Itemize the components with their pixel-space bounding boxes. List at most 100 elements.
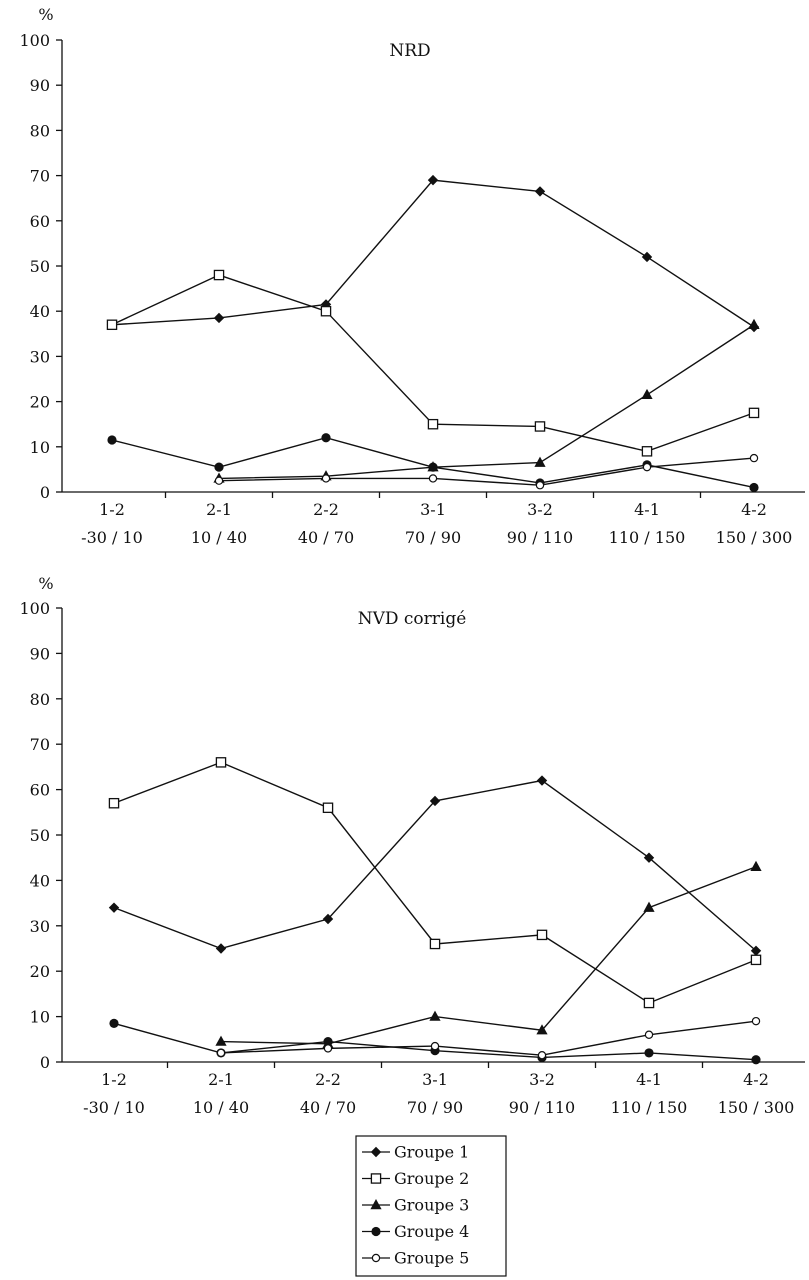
- data-point: [321, 433, 331, 443]
- x-tick-label: 3-1: [422, 1070, 448, 1089]
- x-tick-label: 4-1: [636, 1070, 662, 1089]
- legend-marker: [370, 1146, 382, 1158]
- data-point: [643, 901, 655, 912]
- y-tick-label: 60: [30, 781, 50, 800]
- x-tick-label: 1-2: [99, 500, 125, 519]
- y-tick-label: 90: [30, 76, 50, 95]
- data-point: [641, 251, 653, 263]
- y-axis-unit-label: %: [38, 5, 53, 24]
- data-point: [750, 945, 762, 956]
- data-point: [427, 418, 439, 430]
- data-point: [748, 318, 760, 329]
- legend-label: Groupe 4: [394, 1222, 469, 1241]
- data-point: [748, 407, 760, 419]
- series-line: [218, 457, 755, 486]
- x-tick-range-label: 40 / 70: [298, 528, 354, 547]
- x-tick-label: 4-2: [741, 500, 767, 519]
- data-point: [749, 453, 759, 463]
- data-point: [107, 435, 117, 445]
- data-point: [213, 312, 225, 324]
- x-tick-label: 2-2: [315, 1070, 341, 1089]
- data-point: [537, 1050, 547, 1060]
- data-point: [751, 1016, 761, 1026]
- data-point: [534, 456, 546, 467]
- data-point: [430, 1041, 440, 1051]
- series-line: [218, 324, 755, 480]
- data-point: [643, 852, 655, 863]
- x-tick-range-label: 10 / 40: [193, 1098, 249, 1117]
- legend-box: [355, 1135, 507, 1277]
- data-point: [323, 1044, 333, 1053]
- legend-entry: Groupe 2: [362, 1169, 469, 1188]
- data-point: [750, 860, 762, 871]
- series-groupe-5: [214, 453, 759, 490]
- data-point: [536, 1024, 548, 1035]
- legend-label: Groupe 1: [394, 1143, 469, 1162]
- y-tick-label: 10: [30, 1008, 50, 1027]
- series-groupe-4: [107, 433, 759, 493]
- legend-marker: [371, 1253, 381, 1263]
- data-point: [644, 1030, 654, 1039]
- data-point: [641, 388, 653, 400]
- legend-entry: Groupe 4: [362, 1222, 469, 1241]
- data-point: [214, 462, 224, 472]
- data-point: [216, 1048, 226, 1058]
- chart-2: 0 10 20 30 40 50 60 70 80 90 100 1-2 -30 / 10 2-1 10 /…: [19, 574, 805, 1117]
- data-point: [322, 802, 334, 814]
- legend-entry: Groupe 3: [362, 1196, 469, 1215]
- y-tick-label: 0: [40, 483, 50, 502]
- x-tick-range-label: 70 / 90: [405, 528, 461, 547]
- x-tick-label: 2-2: [313, 500, 339, 519]
- data-point: [428, 474, 438, 483]
- y-tick-label: 100: [19, 599, 50, 618]
- x-tick-range-label: 90 / 110: [507, 528, 573, 547]
- x-tick-range-label: 90 / 110: [509, 1098, 575, 1117]
- data-point: [643, 997, 655, 1009]
- x-tick-label: 3-2: [529, 1070, 555, 1089]
- x-tick-range-label: 150 / 300: [716, 528, 793, 547]
- data-point: [534, 186, 546, 197]
- y-tick-label: 40: [30, 871, 50, 890]
- x-tick-range-label: 40 / 70: [300, 1098, 356, 1117]
- legend-entry: Groupe 1: [362, 1143, 469, 1162]
- data-point: [535, 481, 545, 490]
- legend-label: Groupe 2: [394, 1169, 469, 1188]
- y-tick-label: 30: [30, 917, 50, 936]
- data-point: [749, 482, 759, 493]
- y-tick-label: 90: [30, 644, 50, 663]
- data-point: [644, 1048, 654, 1058]
- series-groupe-1: [108, 775, 762, 956]
- data-point: [536, 929, 548, 941]
- y-tick-label: 70: [30, 735, 50, 754]
- data-point: [427, 174, 439, 186]
- legend-label: Groupe 5: [394, 1249, 469, 1268]
- chart-title: NRD: [389, 41, 430, 61]
- data-point: [213, 269, 225, 281]
- y-tick-label: 70: [30, 167, 50, 186]
- y-tick-label: 0: [40, 1053, 50, 1072]
- data-point: [108, 902, 120, 913]
- y-tick-label: 20: [30, 393, 50, 412]
- x-tick-label: 2-1: [208, 1070, 234, 1089]
- data-point: [320, 305, 332, 317]
- series-line: [111, 179, 755, 328]
- y-tick-label: 60: [30, 212, 50, 231]
- data-point: [750, 954, 762, 966]
- legend-entry: Groupe 5: [362, 1249, 469, 1268]
- x-tick-range-label: 110 / 150: [609, 528, 686, 547]
- series-groupe-1: [106, 174, 760, 333]
- data-point: [215, 1035, 227, 1046]
- series-groupe-4: [109, 1018, 761, 1065]
- x-tick-label: 2-1: [206, 500, 232, 519]
- x-tick-label: 4-2: [743, 1070, 769, 1089]
- data-point: [106, 319, 118, 331]
- data-point: [428, 462, 438, 472]
- y-tick-label: 80: [30, 690, 50, 709]
- data-point: [534, 421, 546, 432]
- data-point: [215, 757, 227, 768]
- data-point: [215, 943, 227, 954]
- series-groupe-3: [213, 318, 760, 483]
- x-tick-range-label: 70 / 90: [407, 1098, 463, 1117]
- x-tick-label: 4-1: [634, 500, 660, 519]
